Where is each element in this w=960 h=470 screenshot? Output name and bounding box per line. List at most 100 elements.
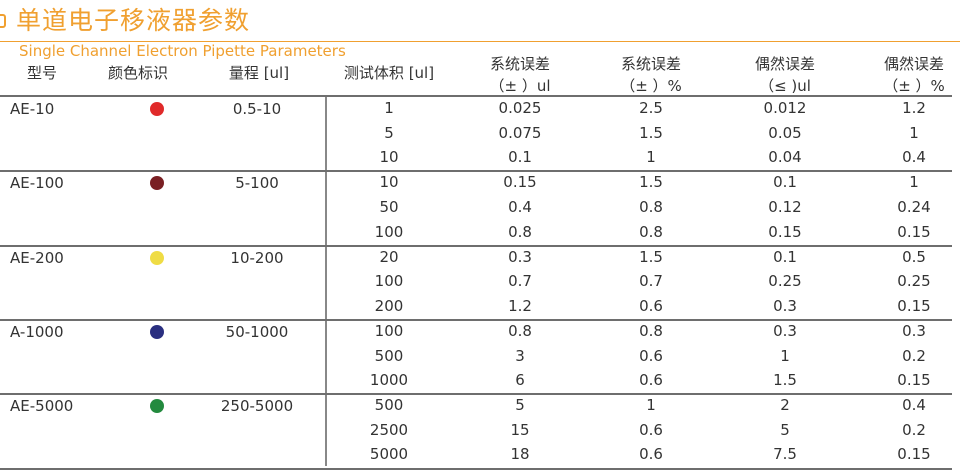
model-name: AE-200	[10, 248, 64, 267]
cell-rand-err-ul: 1	[780, 346, 790, 365]
cell-sys-err-pct: 0.6	[639, 445, 663, 464]
cell-rand-err-pct: 0.15	[897, 445, 931, 464]
cell-test-volume: 20	[379, 247, 399, 266]
cell-sys-err-pct: 1	[646, 148, 656, 167]
range-value: 10-200	[230, 248, 284, 267]
header-test-volume: 测试体积 [ul]	[343, 64, 435, 82]
title-divider	[0, 41, 960, 42]
cell-sys-err-ul: 0.025	[498, 99, 542, 117]
header-sys-err-pct-unit: （± ）%	[620, 77, 682, 95]
cell-rand-err-pct: 0.25	[897, 272, 931, 291]
model-name: A-1000	[10, 322, 64, 341]
page-title: 单道电子移液器参数	[16, 6, 251, 35]
cell-sys-err-ul: 0.8	[508, 321, 532, 340]
cell-test-volume: 50	[379, 197, 399, 216]
range-value: 5-100	[235, 174, 279, 193]
cell-rand-err-ul: 0.3	[773, 296, 797, 315]
cell-sys-err-ul: 15	[510, 420, 530, 439]
cell-sys-err-ul: 0.15	[503, 173, 537, 192]
cell-test-volume: 10	[379, 148, 399, 167]
cell-rand-err-ul: 0.012	[763, 99, 807, 117]
cell-test-volume: 100	[374, 272, 404, 291]
cell-sys-err-ul: 0.4	[508, 197, 532, 216]
cell-test-volume: 100	[374, 321, 404, 340]
cell-sys-err-pct: 0.6	[639, 296, 663, 315]
header-model: 型号	[26, 64, 58, 82]
cell-test-volume: 5000	[369, 445, 409, 464]
cell-rand-err-ul: 0.25	[768, 272, 802, 291]
cell-sys-err-ul: 6	[515, 371, 525, 390]
cell-sys-err-pct: 0.6	[639, 420, 663, 439]
cell-test-volume: 200	[374, 296, 404, 315]
cell-rand-err-ul: 2	[780, 396, 790, 415]
header-sys-err-ul: 系统误差	[489, 55, 551, 73]
cell-sys-err-ul: 5	[515, 396, 525, 415]
cell-rand-err-pct: 0.3	[902, 321, 926, 340]
range-value: 50-1000	[225, 322, 289, 341]
header-rand-err-pct: 偶然误差	[883, 55, 945, 73]
cell-rand-err-pct: 0.15	[897, 296, 931, 315]
model-name: AE-5000	[10, 397, 74, 416]
cell-sys-err-ul: 1.2	[508, 296, 532, 315]
cell-sys-err-pct: 0.6	[639, 346, 663, 365]
color-dot-icon	[150, 399, 164, 414]
cell-rand-err-ul: 0.05	[768, 123, 802, 142]
cell-rand-err-ul: 0.15	[768, 222, 802, 241]
cell-rand-err-pct: 0.2	[902, 346, 926, 365]
header-sys-err-ul-unit: （± ）ul	[489, 77, 551, 95]
cell-test-volume: 5	[384, 123, 394, 142]
page-subtitle: Single Channel Electron Pipette Paramete…	[19, 42, 346, 60]
cell-sys-err-pct: 1.5	[639, 123, 663, 142]
color-dot-icon	[150, 324, 164, 339]
cell-test-volume: 10	[379, 173, 399, 192]
header-color: 颜色标识	[107, 64, 169, 82]
cell-sys-err-ul: 0.7	[508, 272, 532, 291]
cell-test-volume: 1000	[369, 371, 409, 390]
cell-rand-err-pct: 0.24	[897, 197, 931, 216]
cell-rand-err-ul: 7.5	[773, 445, 797, 464]
cell-sys-err-pct: 0.8	[639, 197, 663, 216]
cell-test-volume: 500	[374, 396, 404, 415]
cell-rand-err-pct: 0.4	[902, 148, 926, 167]
title-checkbox-icon	[0, 14, 6, 28]
model-name: AE-100	[10, 174, 64, 193]
header-divider	[0, 95, 952, 97]
header-rand-err-ul-unit: （≤ )ul	[759, 77, 811, 95]
cell-sys-err-pct: 1	[646, 396, 656, 415]
range-value: 250-5000	[220, 397, 294, 416]
cell-test-volume: 1	[384, 99, 394, 117]
cell-rand-err-ul: 0.12	[768, 197, 802, 216]
cell-rand-err-ul: 0.04	[768, 148, 802, 167]
cell-sys-err-ul: 0.8	[508, 222, 532, 241]
color-dot-icon	[150, 102, 164, 116]
cell-sys-err-ul: 0.1	[508, 148, 532, 167]
color-dot-icon	[150, 250, 164, 265]
cell-sys-err-pct: 0.6	[639, 371, 663, 390]
cell-rand-err-pct: 1.2	[902, 99, 926, 117]
cell-rand-err-pct: 0.5	[902, 247, 926, 266]
cell-rand-err-ul: 5	[780, 420, 790, 439]
cell-test-volume: 2500	[369, 420, 409, 439]
model-name: AE-10	[10, 100, 55, 118]
cell-sys-err-pct: 0.8	[639, 321, 663, 340]
cell-rand-err-pct: 0.2	[902, 420, 926, 439]
header-rand-err-ul: 偶然误差	[754, 55, 816, 73]
group-divider	[0, 393, 952, 395]
cell-rand-err-ul: 1.5	[773, 371, 797, 390]
cell-rand-err-pct: 1	[909, 123, 919, 142]
group-divider	[0, 245, 952, 247]
cell-sys-err-pct: 1.5	[639, 173, 663, 192]
cell-sys-err-pct: 1.5	[639, 247, 663, 266]
cell-test-volume: 500	[374, 346, 404, 365]
cell-rand-err-pct: 0.15	[897, 222, 931, 241]
range-value: 0.5-10	[232, 100, 282, 118]
cell-sys-err-pct: 2.5	[639, 99, 663, 117]
cell-sys-err-ul: 18	[510, 445, 530, 464]
cell-sys-err-ul: 0.075	[498, 123, 542, 142]
cell-rand-err-pct: 0.15	[897, 371, 931, 390]
header-sys-err-pct: 系统误差	[620, 55, 682, 73]
cell-test-volume: 100	[374, 222, 404, 241]
cell-sys-err-pct: 0.7	[639, 272, 663, 291]
color-dot-icon	[150, 176, 164, 191]
cell-rand-err-ul: 0.3	[773, 321, 797, 340]
